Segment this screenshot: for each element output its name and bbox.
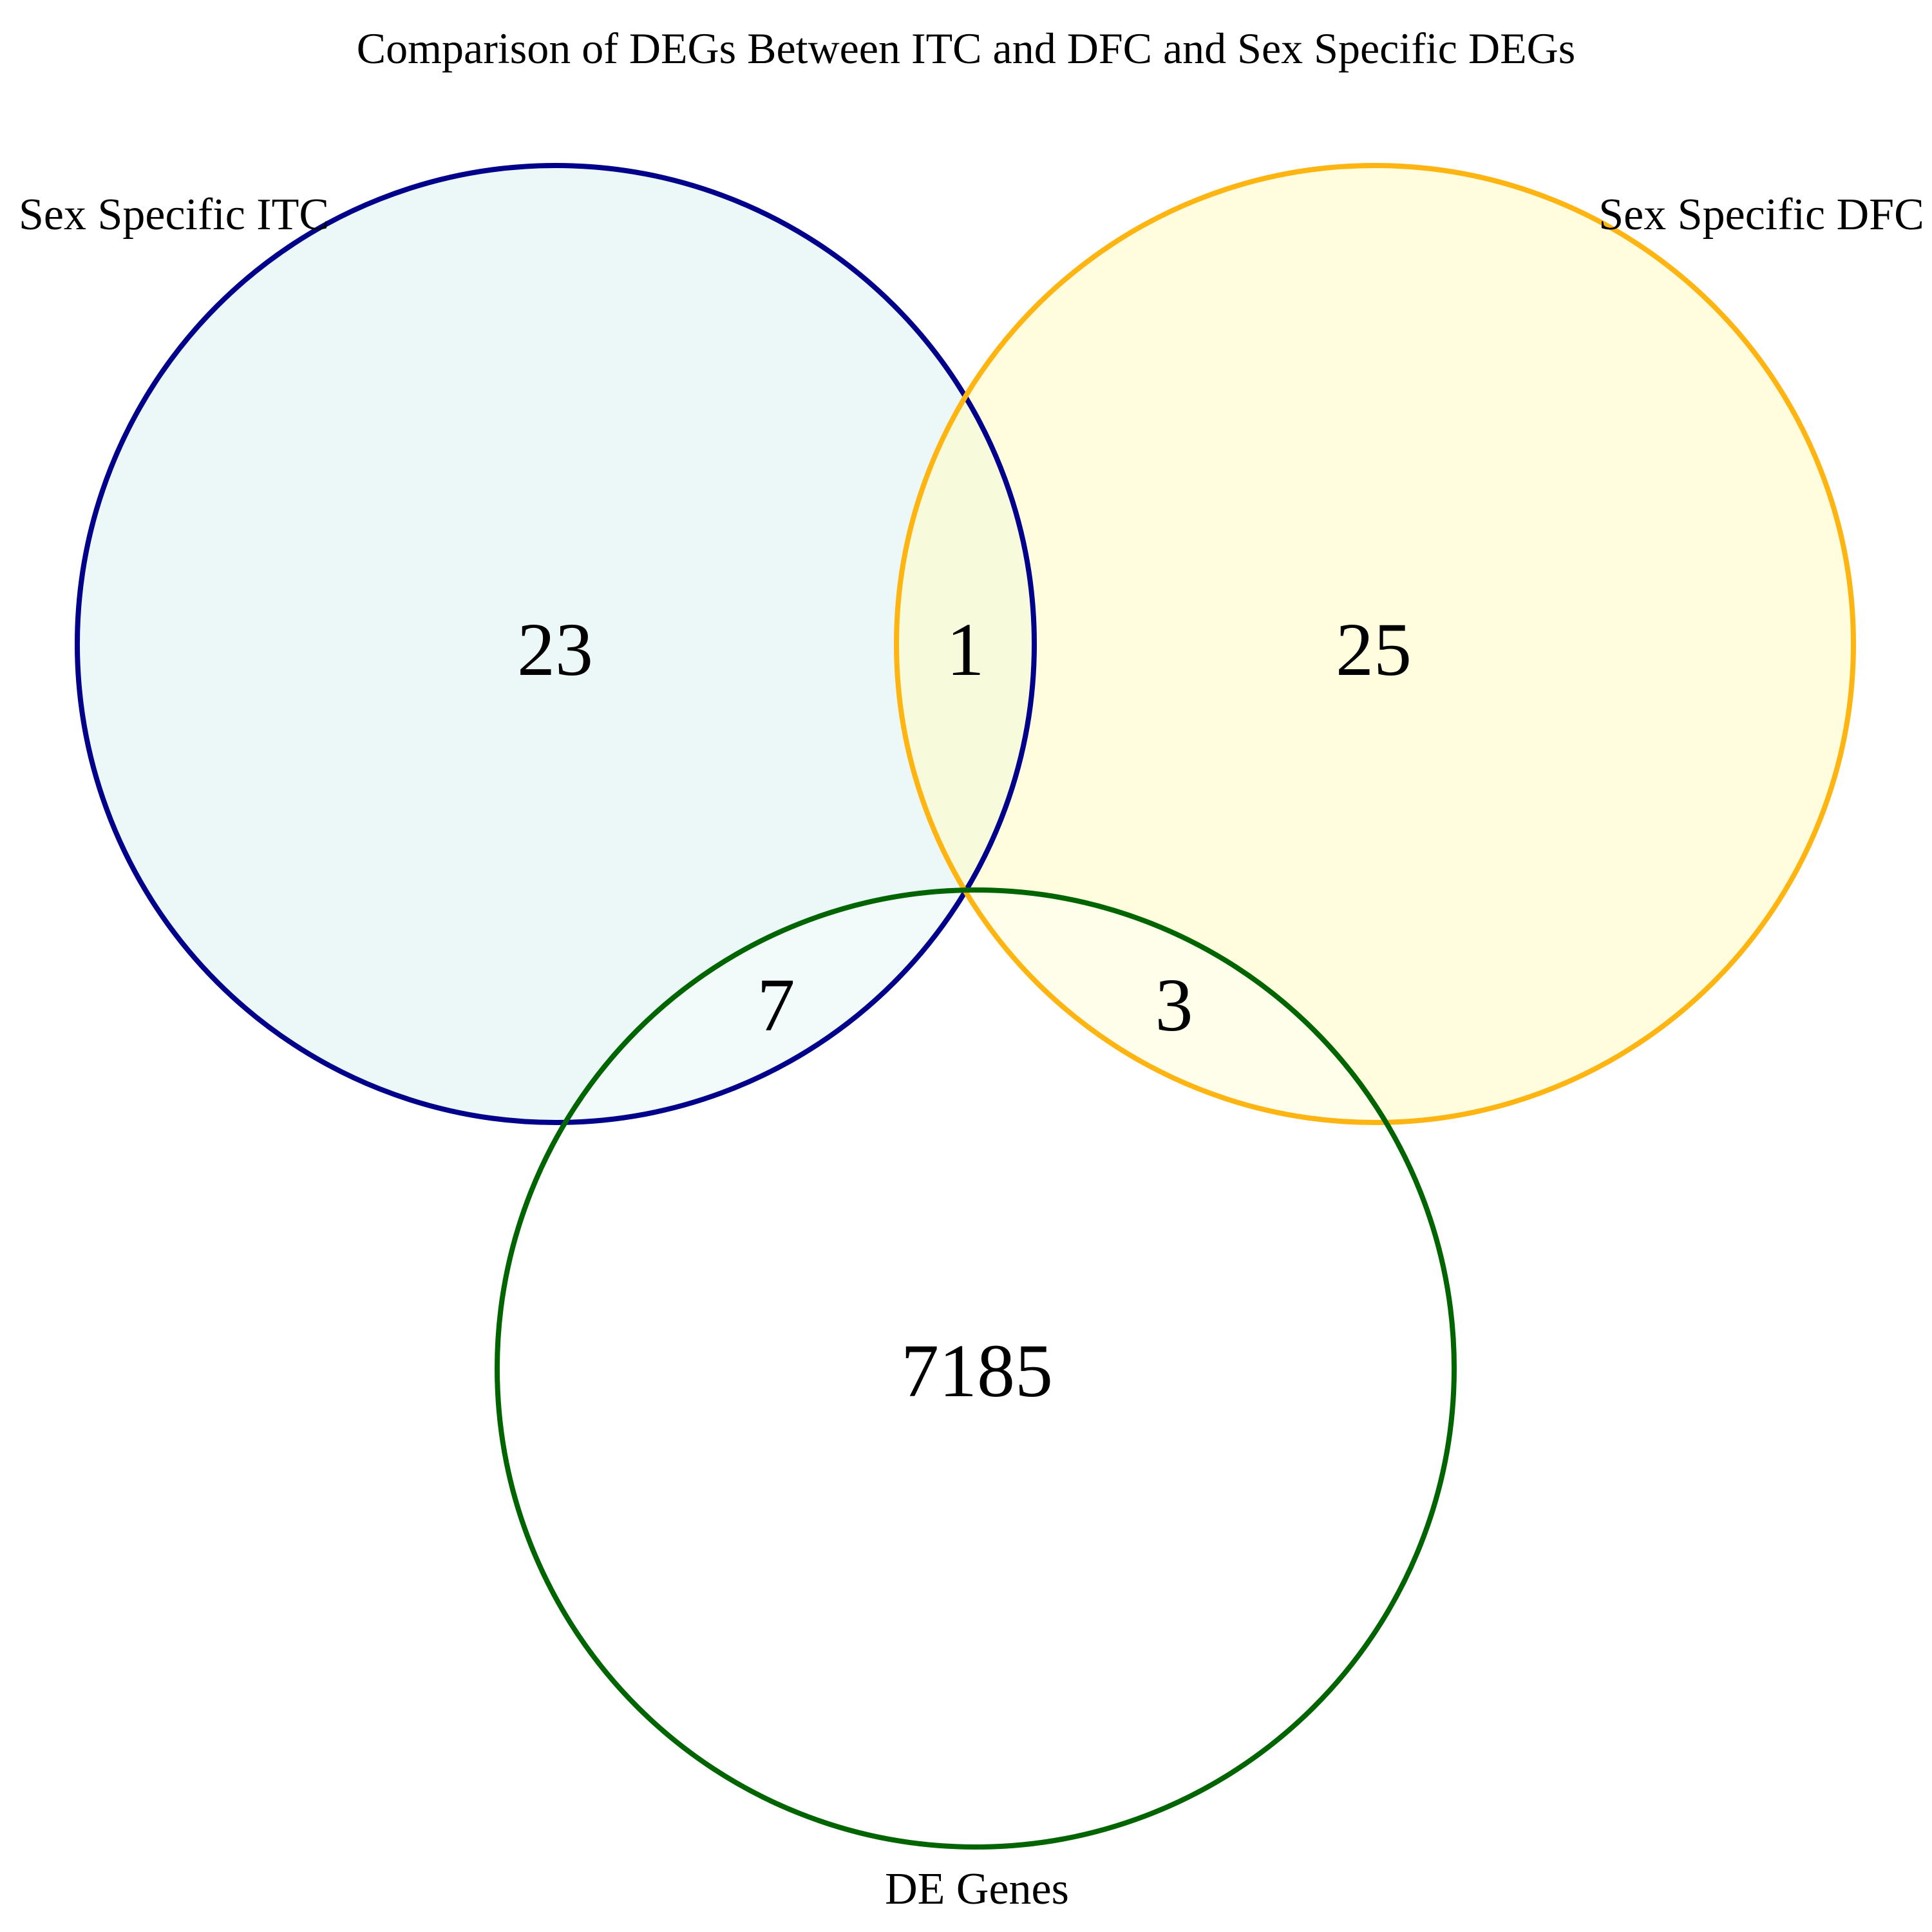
region-count-dfc-only: 25 bbox=[1336, 607, 1412, 692]
set-dfc-outline bbox=[894, 163, 1856, 1125]
set-de-outline bbox=[495, 887, 1457, 1850]
region-count-itc-de: 7 bbox=[757, 963, 795, 1047]
region-count-itc-dfc: 1 bbox=[947, 607, 985, 692]
set-itc-fill bbox=[77, 166, 1034, 1122]
region-count-de-only: 7185 bbox=[901, 1329, 1053, 1413]
set-label-itc: Sex Specific ITC bbox=[19, 190, 329, 240]
region-count-dfc-de: 3 bbox=[1155, 963, 1193, 1047]
set-label-de: DE Genes bbox=[885, 1864, 1069, 1914]
region-count-itc-only: 23 bbox=[517, 607, 593, 692]
set-dfc-fill bbox=[896, 166, 1853, 1122]
diagram-title: Comparison of DEGs Between ITC and DFC a… bbox=[357, 24, 1575, 73]
set-de-fill bbox=[497, 890, 1454, 1847]
set-itc-outline bbox=[75, 163, 1037, 1125]
set-label-dfc: Sex Specific DFC bbox=[1598, 190, 1924, 240]
